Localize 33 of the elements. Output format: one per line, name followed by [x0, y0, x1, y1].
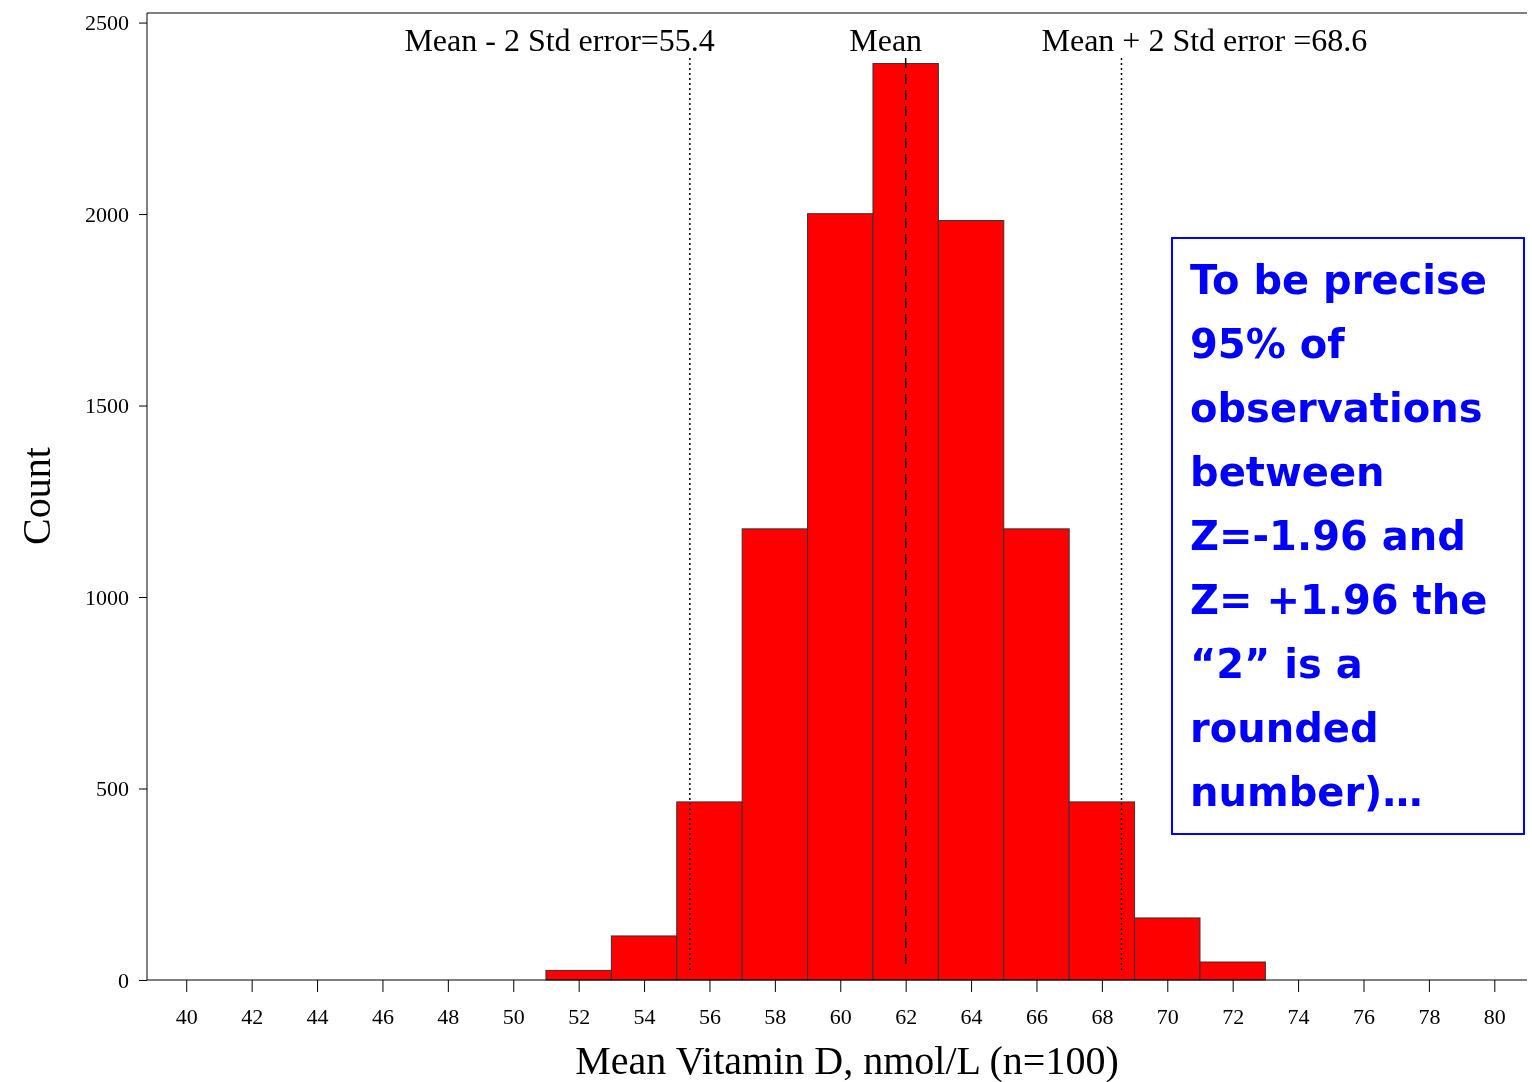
x-tick-label: 56	[698, 1003, 721, 1029]
x-tick-label: 74	[1287, 1003, 1310, 1029]
x-tick-label: 44	[306, 1003, 329, 1029]
x-tick-label: 50	[502, 1003, 525, 1029]
y-tick-label: 2500	[85, 10, 129, 36]
x-tick-label: 60	[829, 1003, 852, 1029]
x-tick-label: 78	[1418, 1003, 1441, 1029]
x-tick-label: 66	[1025, 1003, 1048, 1029]
x-tick-label: 54	[633, 1003, 656, 1029]
x-tick-label: 52	[568, 1003, 591, 1029]
x-tick-label: 68	[1091, 1003, 1114, 1029]
x-tick-label: 72	[1222, 1003, 1245, 1029]
y-axis-title: Count	[14, 447, 59, 545]
y-tick-label: 1500	[85, 393, 129, 419]
x-tick-label: 70	[1156, 1003, 1179, 1029]
text: To be precise 95% of observations between Z=-1.96 and Z= +1.96 the “2” is a rounded number)…	[1190, 257, 1488, 815]
y-tick-label: 2000	[85, 201, 129, 227]
x-tick-label: 64	[960, 1003, 983, 1029]
x-tick-label: 76	[1352, 1003, 1375, 1029]
x-tick-label: 80	[1483, 1003, 1506, 1029]
x-tick-label: 62	[895, 1003, 918, 1029]
y-tick-label: 0	[118, 967, 129, 993]
x-tick-label: 58	[764, 1003, 787, 1029]
x-axis-title: Mean Vitamin D, nmol/L (n=100)	[575, 1038, 1119, 1082]
y-tick-label: 1000	[85, 584, 129, 610]
x-tick-label: 42	[241, 1003, 264, 1029]
x-tick-label: 40	[175, 1003, 198, 1029]
ref-line-label: Mean	[849, 22, 923, 58]
x-tick-label: 48	[437, 1003, 460, 1029]
x-tick-label: 46	[371, 1003, 394, 1029]
ref-line-label: Mean + 2 Std error =68.6	[1041, 22, 1368, 58]
y-tick-label: 500	[96, 776, 129, 802]
ref-line-label: Mean - 2 Std error=55.4	[404, 22, 715, 58]
